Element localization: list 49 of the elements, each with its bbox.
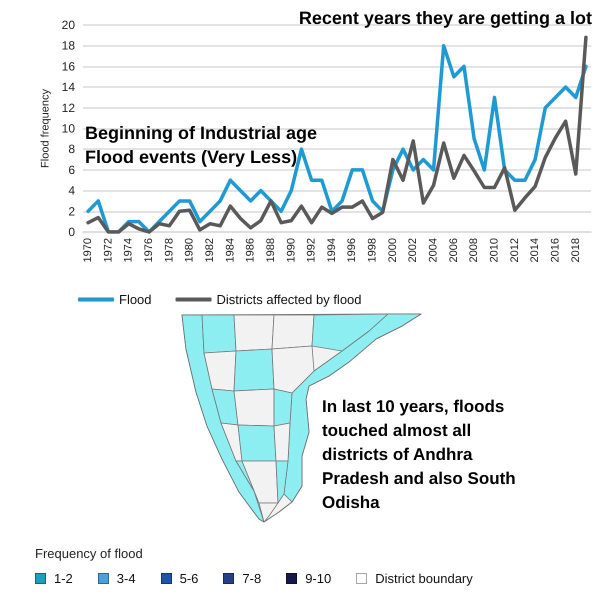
x-tick-label: 1992 (306, 238, 318, 262)
x-tick-label: 2014 (529, 238, 542, 262)
x-tick-label: 1976 (143, 238, 156, 262)
x-tick-label: 1990 (285, 238, 298, 262)
y-axis-title: Flood frequency (39, 88, 52, 168)
annotation: Beginning of Industrial age Flood events (Very Less) (85, 123, 322, 167)
y-tick-label: 16 (62, 59, 76, 74)
annotation: Recent years they are getting a lot (298, 8, 592, 28)
x-tick-label: 1998 (366, 238, 379, 262)
legend-title: Frequency of flood (35, 546, 144, 561)
category-label: 9-10 (305, 571, 332, 586)
category-label: District boundary (375, 571, 473, 586)
y-tick-label: 12 (62, 100, 76, 115)
text: In last 10 years, floods touched almost all districts of Andhra Pradesh and also South Odisha (322, 396, 517, 514)
x-tick-label: 1984 (224, 238, 236, 262)
x-tick-label: 1978 (163, 238, 176, 262)
y-tick-label: 14 (62, 80, 76, 94)
x-tick-label: 1982 (204, 238, 216, 262)
y-tick-label: 8 (68, 142, 76, 156)
x-tick-label: 2016 (549, 238, 562, 262)
legend-label: Districts affected by flood (216, 292, 362, 307)
y-tick-label: 10 (62, 122, 76, 136)
category-label: 3-4 (116, 571, 136, 586)
x-tick-label: 1974 (122, 238, 135, 262)
x-tick-label: 2012 (508, 238, 521, 262)
legend-label: Flood (119, 292, 152, 307)
x-tick-label: 2018 (570, 238, 582, 262)
category-label: 7-8 (242, 571, 262, 586)
x-tick-label: 2008 (468, 238, 480, 262)
x-tick-label: 1988 (264, 238, 277, 262)
x-tick-label: 1972 (102, 238, 114, 262)
x-tick-label: 1970 (82, 238, 94, 262)
x-tick-label: 2002 (407, 238, 420, 262)
y-tick-label: 18 (62, 38, 76, 53)
x-tick-label: 2006 (448, 238, 460, 262)
category-label: 5-6 (180, 571, 198, 586)
x-tick-label: 1996 (346, 238, 358, 262)
y-tick-label: 2 (68, 204, 76, 218)
x-tick-label: 1994 (326, 238, 338, 262)
x-tick-label: 2010 (488, 238, 500, 262)
x-tick-label: 2000 (386, 238, 399, 262)
x-tick-label: 2004 (428, 238, 440, 262)
y-tick-label: 0 (68, 225, 76, 239)
x-tick-label: 1980 (184, 238, 196, 262)
y-tick-label: 6 (68, 162, 76, 177)
y-tick-label: 4 (68, 184, 76, 198)
x-tick-label: 1986 (244, 238, 257, 262)
category-label: 1-2 (54, 571, 73, 586)
y-tick-label: 20 (62, 18, 76, 32)
